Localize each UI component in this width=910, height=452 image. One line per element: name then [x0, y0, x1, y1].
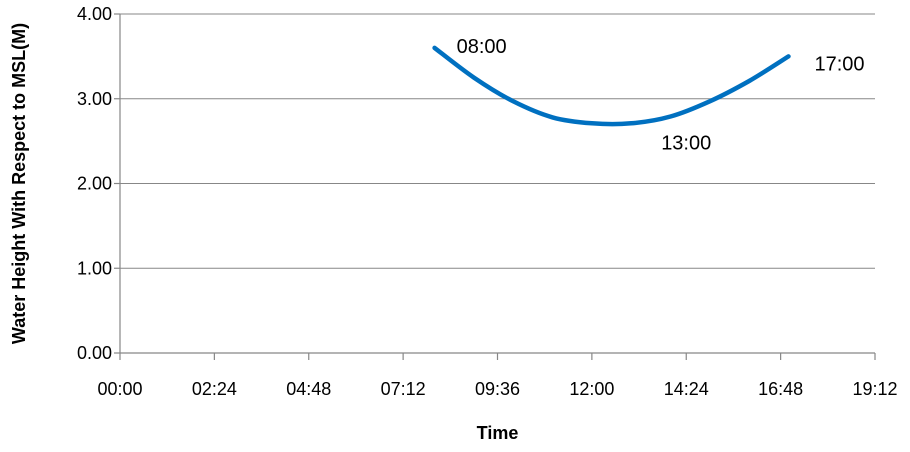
x-tick-label: 02:24: [192, 379, 237, 399]
labels: Time Water Height With Respect to MSL(M) 0…: [9, 23, 865, 443]
x-tick-label: 07:12: [381, 379, 426, 399]
series-line-0: [432, 45, 791, 127]
data-label: 17:00: [814, 53, 864, 75]
x-axis-title: Time: [477, 423, 519, 443]
axes: 0.00 1.00 2.00 3.00 4.00 00:00 02:24 04:48 07:12…: [77, 4, 898, 399]
x-tick-label: 16:48: [758, 379, 803, 399]
y-axis-title: Water Height With Respect to MSL(M): [9, 23, 29, 344]
x-tick-label: 19:12: [852, 379, 897, 399]
y-tick-label: 4.00: [77, 4, 112, 24]
y-tick-label: 3.00: [77, 89, 112, 109]
x-tick-label: 00:00: [97, 379, 142, 399]
y-tick-label: 0.00: [77, 343, 112, 363]
x-tick-label: 04:48: [286, 379, 331, 399]
x-tick-label: 09:36: [475, 379, 520, 399]
y-tick-label: 2.00: [77, 174, 112, 194]
gridlines: [120, 13, 875, 269]
data-label: 13:00: [661, 132, 711, 154]
x-tick-label: 12:00: [569, 379, 614, 399]
x-tick-label: 14:24: [664, 379, 709, 399]
series-layer: [432, 45, 791, 127]
y-tick-label: 1.00: [77, 258, 112, 278]
data-label: 08:00: [457, 36, 507, 58]
